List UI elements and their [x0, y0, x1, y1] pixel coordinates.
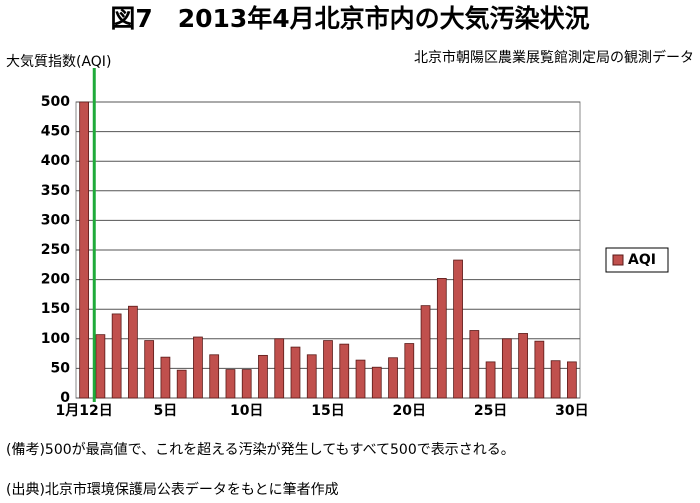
x-tick-label: 30日	[555, 403, 588, 419]
bar	[274, 338, 285, 399]
x-tick-label: 5日	[154, 403, 178, 419]
bar	[144, 340, 155, 399]
y-tick-label: 450	[41, 124, 70, 140]
y-tick-label: 0	[60, 390, 70, 406]
y-tick-label: 250	[41, 242, 70, 258]
y-tick-label: 400	[41, 153, 70, 169]
bar	[355, 359, 366, 399]
bar	[111, 313, 122, 399]
subtitle: 北京市朝陽区農業展覧館測定局の観測データ	[414, 49, 694, 66]
x-tick-label: 15日	[311, 403, 344, 419]
bar	[290, 346, 301, 399]
x-tick-label: 20日	[393, 403, 426, 419]
y-tick-label: 350	[41, 183, 70, 199]
bar	[469, 330, 480, 399]
bar	[501, 338, 512, 399]
note: (出典)北京市環境保護局公表データをもとに筆者作成	[6, 481, 339, 498]
bar	[128, 305, 138, 399]
bar	[404, 343, 415, 399]
legend-label: AQI	[628, 252, 656, 268]
bar	[209, 354, 220, 399]
y-axis-label: 大気質指数(AQI)	[6, 54, 111, 70]
bar	[388, 357, 398, 399]
bar	[485, 361, 496, 399]
y-tick-label: 100	[41, 331, 70, 347]
bar	[225, 369, 236, 399]
bar	[193, 336, 203, 399]
y-tick-label: 300	[41, 212, 70, 228]
bar	[567, 361, 577, 399]
bar	[420, 305, 431, 399]
bar	[241, 369, 252, 399]
x-tick-label: 10日	[230, 403, 263, 419]
bar	[339, 343, 350, 399]
bar	[306, 354, 317, 399]
y-tick-label: 50	[51, 360, 71, 376]
bar	[453, 259, 463, 399]
bar	[436, 278, 447, 399]
bar	[371, 366, 382, 399]
legend-swatch	[612, 254, 624, 266]
x-tick-label: 1月12日	[56, 403, 113, 419]
y-tick-label: 200	[41, 272, 70, 288]
bar	[323, 340, 333, 399]
chart-title: 図7 2013年4月北京市内の大気汚染状況	[110, 4, 589, 33]
bar	[79, 101, 90, 399]
y-tick-label: 500	[41, 94, 70, 110]
note: (備考)500が最高値で、これを超える汚染が発生してもすべて500で表示される。	[6, 441, 515, 458]
bar	[550, 360, 561, 399]
legend-box	[605, 247, 669, 273]
x-tick-label: 25日	[474, 403, 507, 419]
bar	[160, 356, 171, 399]
bar	[95, 334, 106, 399]
bar	[534, 340, 545, 399]
bar	[176, 369, 187, 399]
y-tick-label: 150	[41, 301, 70, 317]
bar	[258, 354, 268, 399]
bar	[518, 333, 528, 399]
